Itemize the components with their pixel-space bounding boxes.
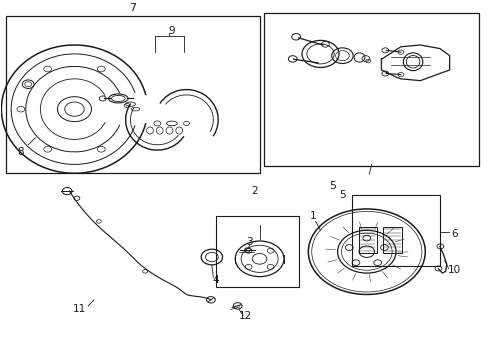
- Text: 2: 2: [251, 186, 258, 196]
- Text: 6: 6: [451, 229, 458, 239]
- Bar: [352, 195, 440, 266]
- Text: 5: 5: [329, 181, 336, 191]
- Bar: [6, 17, 260, 173]
- Text: 12: 12: [238, 311, 252, 321]
- Text: 5: 5: [339, 190, 346, 200]
- Bar: [360, 227, 376, 253]
- Bar: [265, 13, 479, 166]
- Text: 3: 3: [246, 237, 253, 247]
- Text: 9: 9: [169, 26, 175, 36]
- Text: 1: 1: [310, 211, 317, 221]
- Text: 10: 10: [448, 265, 461, 275]
- Bar: [383, 227, 402, 253]
- Text: 7: 7: [129, 3, 137, 13]
- Text: 8: 8: [18, 147, 24, 157]
- Text: 11: 11: [73, 304, 86, 314]
- Bar: [216, 216, 298, 287]
- Text: 4: 4: [213, 275, 219, 285]
